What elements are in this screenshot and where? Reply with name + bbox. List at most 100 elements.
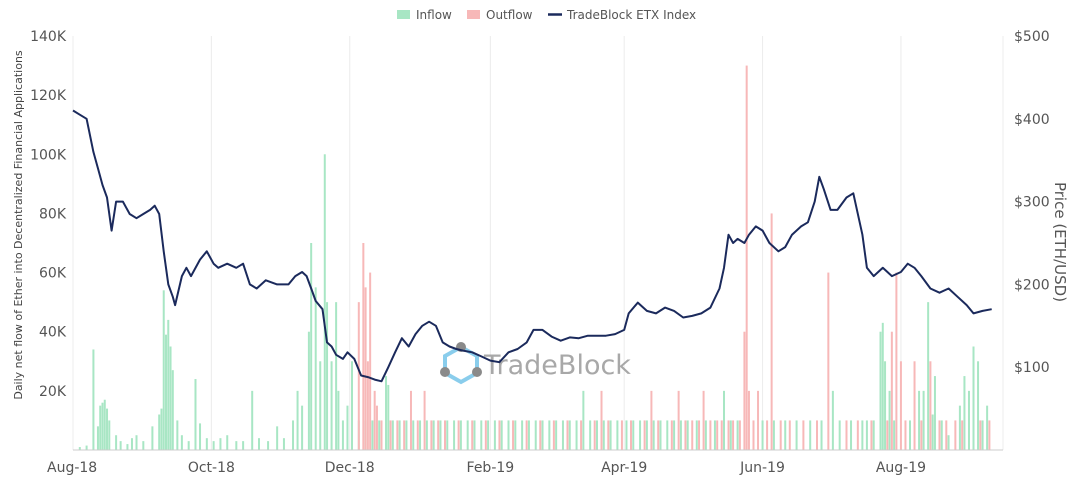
outflow-bar — [552, 420, 555, 450]
inflow-bar — [78, 447, 81, 450]
x-tick-label: Dec-18 — [325, 460, 375, 476]
outflow-bar — [403, 420, 406, 450]
outflow-bar — [745, 65, 748, 451]
outflow-bar — [691, 420, 694, 450]
inflow-bar — [151, 426, 154, 450]
inflow-bar — [625, 420, 628, 450]
outflow-bar — [643, 420, 646, 450]
outflow-bar — [396, 420, 399, 450]
inflow-bar — [838, 420, 841, 450]
outflow-bar — [920, 420, 923, 450]
legend-label-etx-index: TradeBlock ETX Index — [566, 8, 696, 22]
legend: Inflow Outflow TradeBlock ETX Index — [397, 8, 696, 22]
outflow-bar — [870, 420, 873, 450]
inflow-bar — [893, 420, 896, 450]
y-left-tick-label: 60K — [39, 266, 67, 282]
inflow-bar — [940, 420, 943, 450]
outflow-bar — [566, 420, 569, 450]
inflow-bars — [78, 154, 989, 451]
inflow-bar — [548, 420, 551, 450]
y-right-tick-label: $500 — [1014, 29, 1050, 45]
outflow-bar — [484, 420, 487, 450]
inflow-bar — [194, 379, 197, 450]
x-tick-label: Apr-19 — [601, 460, 647, 476]
outflow-bar — [929, 361, 932, 450]
inflow-bar — [412, 420, 415, 450]
inflow-bar — [335, 302, 338, 450]
watermark: TradeBlock — [440, 342, 631, 385]
inflow-bar — [831, 390, 834, 450]
outflow-bar — [437, 420, 440, 450]
y-right-tick-label: $300 — [1014, 195, 1050, 211]
outflow-bar — [389, 420, 392, 450]
inflow-bar — [527, 420, 530, 450]
inflow-bar — [282, 438, 285, 450]
inflow-bar — [861, 420, 864, 450]
inflow-bar — [346, 405, 349, 450]
inflow-bar — [99, 405, 102, 450]
outflow-bar — [954, 420, 957, 450]
outflow-bar — [539, 420, 542, 450]
inflow-bar — [235, 441, 238, 450]
inflow-bar — [963, 376, 966, 450]
inflow-bar — [986, 405, 989, 450]
inflow-bar — [534, 420, 537, 450]
legend-swatch-outflow — [467, 10, 480, 19]
inflow-bar — [795, 420, 798, 450]
inflow-bar — [119, 441, 122, 450]
inflow-bar — [666, 420, 669, 450]
inflow-bar — [541, 420, 544, 450]
y-right-axis-title: Price (ETH/USD) — [1051, 182, 1069, 302]
outflow-bar — [369, 272, 372, 450]
inflow-bar — [165, 334, 167, 450]
inflow-bar — [888, 390, 891, 450]
inflow-bar — [301, 405, 304, 450]
outflow-bar — [816, 420, 818, 450]
outflow-bar — [430, 420, 433, 450]
x-tick-label: Aug-18 — [47, 460, 97, 476]
outflow-bar — [938, 420, 941, 450]
inflow-bar — [609, 420, 612, 450]
inflow-bar — [568, 420, 571, 450]
inflow-bar — [820, 420, 823, 450]
inflow-bar — [92, 349, 95, 450]
inflow-bar — [493, 420, 496, 450]
y-left-tick-label: 40K — [39, 325, 67, 341]
inflow-bar — [909, 420, 911, 450]
outflow-bar — [945, 420, 948, 450]
outflow-bar — [802, 420, 805, 450]
inflow-bar — [158, 414, 161, 450]
inflow-bar — [296, 390, 299, 450]
inflow-bar — [645, 420, 648, 450]
outflow-bar — [630, 420, 632, 450]
inflow-bar — [337, 390, 340, 450]
legend-label-outflow: Outflow — [486, 8, 533, 22]
outflow-bar — [498, 420, 501, 450]
inflow-bar — [242, 441, 245, 450]
outflow-bar — [362, 243, 365, 450]
inflow-bar — [341, 420, 344, 450]
outflow-bar — [757, 390, 760, 450]
outflow-bar — [899, 361, 902, 450]
y-right-axis: $100 $200 $300 $400 $500 — [1014, 29, 1050, 376]
inflow-bar — [652, 420, 655, 450]
inflow-bar — [850, 420, 853, 450]
inflow-bar — [103, 399, 106, 450]
inflow-bar — [713, 420, 716, 450]
inflow-bar — [398, 420, 401, 450]
outflow-bar — [895, 272, 898, 450]
inflow-bar — [251, 390, 254, 450]
inflow-bar — [967, 390, 970, 450]
inflow-bar — [432, 420, 435, 450]
inflow-bar — [589, 420, 592, 450]
outflow-bar — [698, 420, 701, 450]
outflow-bar — [593, 420, 596, 450]
inflow-bar — [879, 331, 882, 450]
y-left-tick-label: 120K — [30, 88, 67, 104]
inflow-bar — [918, 390, 921, 450]
outflow-bar — [988, 420, 991, 450]
inflow-bar — [872, 420, 875, 450]
outflow-bar — [366, 361, 369, 450]
inflow-bar — [126, 444, 129, 450]
inflow-bar — [521, 420, 524, 450]
